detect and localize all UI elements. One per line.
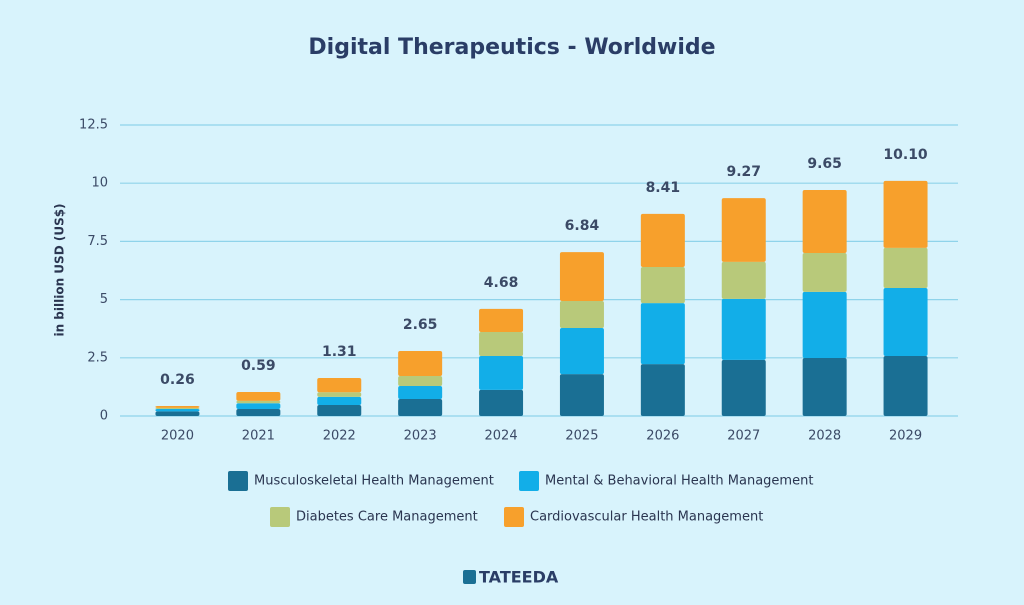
legend-label: Mental & Behavioral Health Management <box>545 474 813 489</box>
bar-segment <box>236 409 281 416</box>
brand: TATEEDA <box>479 568 559 587</box>
total-label: 9.65 <box>807 156 842 172</box>
total-label: 2.65 <box>403 317 438 333</box>
legend-swatch <box>504 507 524 527</box>
bar-segment <box>398 351 443 376</box>
bar-segment <box>640 267 685 304</box>
bar-segment <box>640 213 685 268</box>
total-label: 6.84 <box>565 218 600 234</box>
bar-segment <box>479 389 524 416</box>
bar-segment <box>236 392 281 401</box>
bar-segment <box>640 303 685 365</box>
x-tick-label: 2029 <box>889 429 922 444</box>
x-tick-label: 2026 <box>646 429 679 444</box>
x-tick-label: 2023 <box>404 429 437 444</box>
chart-title: Digital Therapeutics - Worldwide <box>308 35 715 60</box>
bar-segment <box>721 359 766 416</box>
x-tick-label: 2027 <box>727 429 760 444</box>
bar-segment <box>155 407 200 410</box>
bar-segment <box>317 405 362 416</box>
bar-segment <box>721 261 766 299</box>
bar-segment <box>802 291 847 359</box>
bar-segment <box>479 331 524 356</box>
bar-segment <box>802 189 847 254</box>
bar-segment <box>155 411 200 416</box>
total-label: 10.10 <box>883 147 928 163</box>
total-label: 9.27 <box>726 164 761 180</box>
total-label: 0.59 <box>241 358 276 374</box>
bar-segment <box>640 364 685 416</box>
bar-segment <box>559 300 604 329</box>
legend-swatch <box>228 471 248 491</box>
y-tick-label: 7.5 <box>87 234 108 249</box>
legend-label: Cardiovascular Health Management <box>530 510 763 525</box>
bar-segment <box>155 409 200 412</box>
legend-swatch <box>270 507 290 527</box>
total-label: 1.31 <box>322 344 357 360</box>
brand-icon <box>463 570 476 584</box>
y-axis-label: in billion USD (US$) <box>53 203 67 336</box>
legend-label: Musculoskeletal Health Management <box>254 474 494 489</box>
total-label: 0.26 <box>160 372 195 388</box>
bar-segment <box>559 374 604 416</box>
x-tick-label: 2020 <box>161 429 194 444</box>
bar-segment <box>236 403 281 410</box>
x-tick-label: 2028 <box>808 429 841 444</box>
bar-segment <box>398 375 443 386</box>
bar-segment <box>883 180 928 248</box>
bar-segment <box>398 399 443 416</box>
x-tick-label: 2022 <box>323 429 356 444</box>
bar-segment <box>883 287 928 356</box>
legend-label: Diabetes Care Management <box>296 510 478 525</box>
legend-swatch <box>519 471 539 491</box>
bar-segment <box>559 252 604 301</box>
bar-segment <box>398 385 443 400</box>
y-tick-label: 2.5 <box>87 350 108 365</box>
bar-segment <box>802 253 847 292</box>
bar-segment <box>317 378 362 393</box>
y-tick-label: 0 <box>100 409 108 424</box>
bar-segment <box>317 392 362 397</box>
bar-segment <box>559 328 604 375</box>
bar-segment <box>883 247 928 288</box>
total-label: 4.68 <box>484 275 519 291</box>
y-tick-label: 12.5 <box>79 118 108 133</box>
total-label: 8.41 <box>646 180 681 196</box>
x-tick-label: 2021 <box>242 429 275 444</box>
bar-segment <box>479 308 524 332</box>
y-tick-label: 10 <box>91 176 108 191</box>
bar-segment <box>317 396 362 406</box>
bar-segment <box>721 298 766 360</box>
bar-segment <box>802 358 847 416</box>
bar-segment <box>479 355 524 390</box>
bar-segment <box>721 198 766 262</box>
bar-segment <box>236 400 281 404</box>
x-tick-label: 2025 <box>565 429 598 444</box>
y-tick-label: 5 <box>100 292 108 307</box>
bar-segment <box>155 405 200 408</box>
x-tick-label: 2024 <box>485 429 518 444</box>
bar-segment <box>883 355 928 416</box>
